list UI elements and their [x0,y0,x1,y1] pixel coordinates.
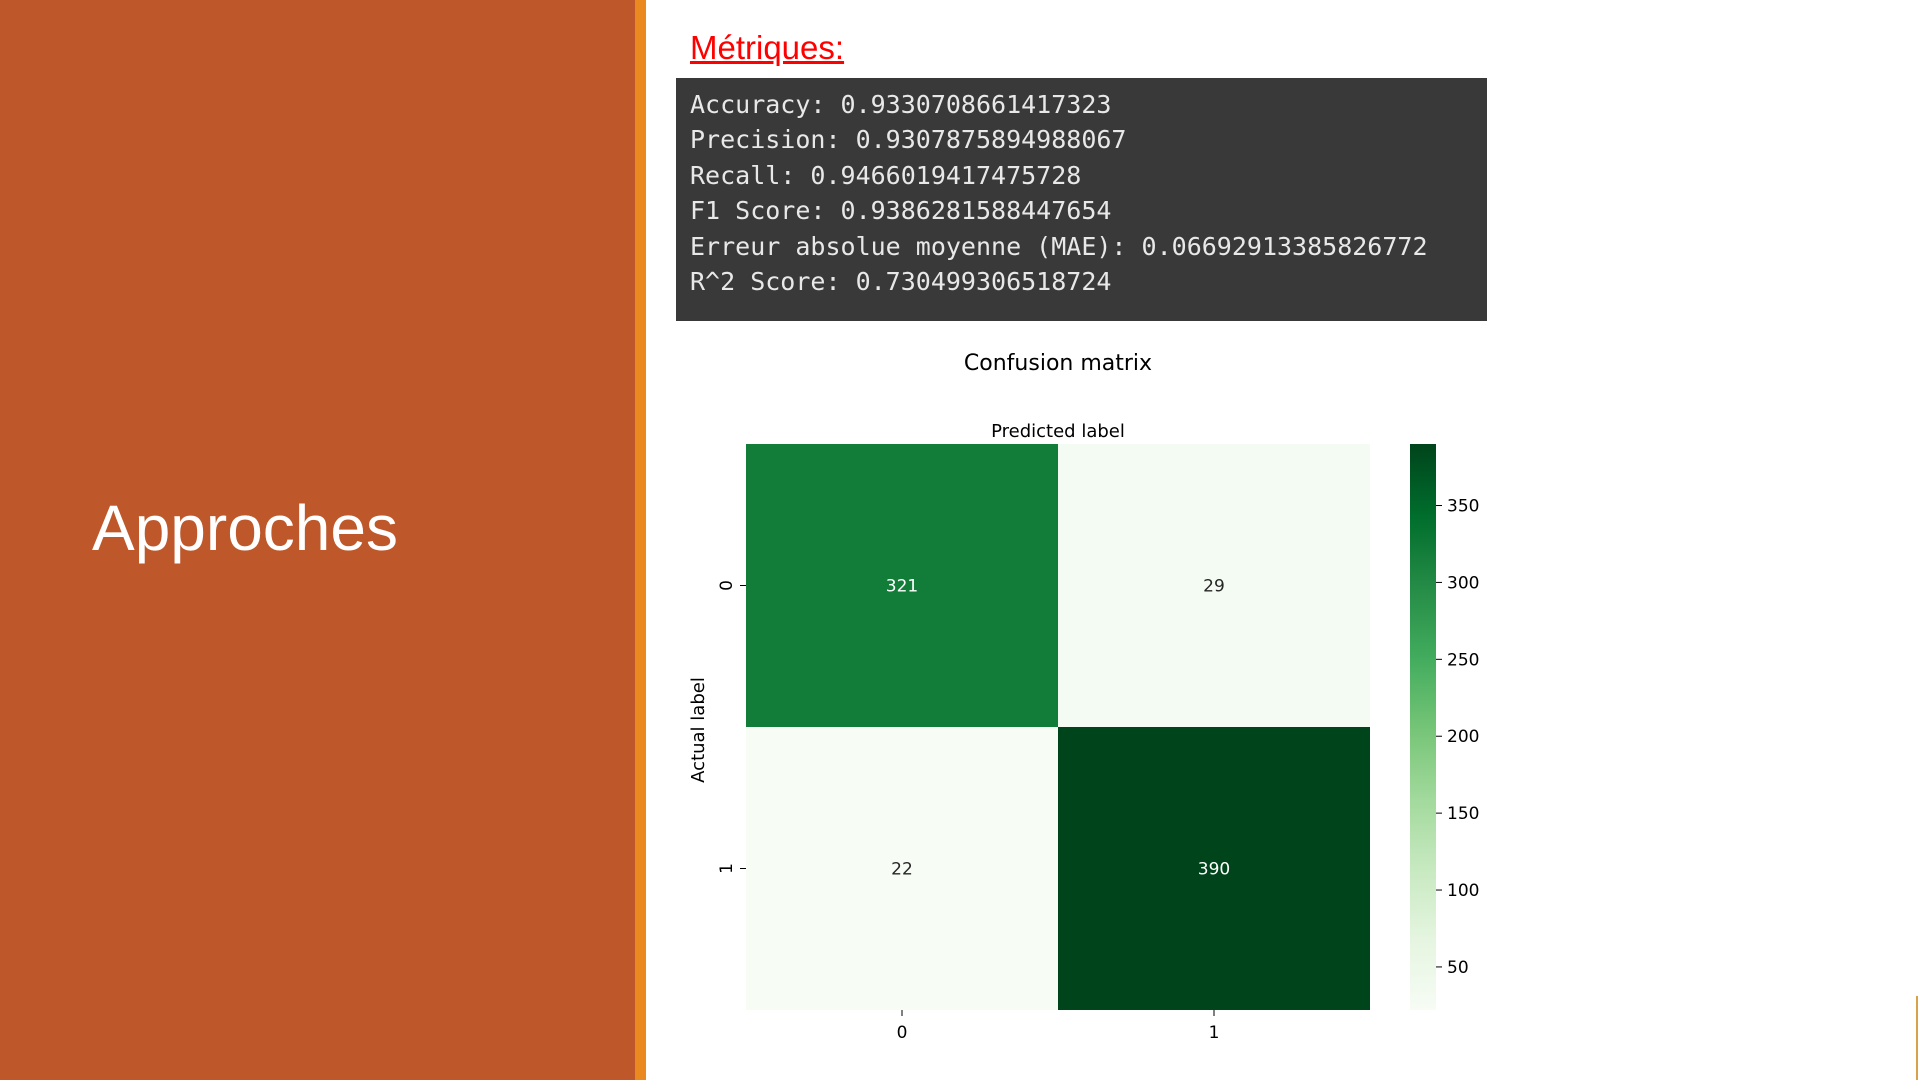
colorbar-tick-label-3: 200 [1447,727,1479,747]
colorbar [1410,444,1436,1010]
metrics-output-box: Accuracy: 0.9330708661417323 Precision: … [676,78,1487,321]
x-tick-label-0: 0 [897,1023,908,1043]
colorbar-tick-label-6: 350 [1447,497,1479,517]
colorbar-tick-label-5: 300 [1447,573,1479,593]
confusion-matrix-svg: Confusion matrix Predicted label Actual … [688,351,1479,1043]
cell-value-1-1: 390 [1198,860,1230,880]
heatmap-cells [746,444,1370,1010]
cell-value-0-0: 321 [886,577,918,597]
title-panel: Approches [0,0,635,1080]
corner-mark [1916,996,1918,1080]
slide-title: Approches [92,492,398,564]
confusion-matrix-chart: Confusion matrix Predicted label Actual … [676,340,1536,1065]
cell-value-0-1: 29 [1203,577,1225,597]
x-tick-label-1: 1 [1209,1023,1220,1043]
colorbar-tick-label-4: 250 [1447,650,1479,670]
colorbar-ticks: 50 100 150 200 250 300 350 [1436,497,1479,978]
heatmap-cell-0-0 [746,444,1058,727]
colorbar-tick-label-1: 100 [1447,881,1479,901]
accent-bar [635,0,646,1080]
x-axis-label: Predicted label [991,421,1125,442]
metric-mae: Erreur absolue moyenne (MAE): 0.06692913… [690,231,1428,261]
y-tick-label-1: 1 [717,863,737,874]
chart-title: Confusion matrix [964,351,1152,376]
cell-value-1-0: 22 [891,860,913,880]
colorbar-tick-label-0: 50 [1447,958,1469,978]
heatmap-annotations: 321 29 22 390 [886,577,1230,880]
colorbar-tick-label-2: 150 [1447,804,1479,824]
metric-precision: Precision: 0.9307875894988067 [690,125,1127,155]
metric-r2-score: R^2 Score: 0.730499306518724 [690,267,1112,297]
metrics-heading: Métriques: [690,29,845,66]
heatmap-cell-1-1 [1058,727,1370,1010]
heatmap-cell-1-0 [746,727,1058,1010]
metric-recall: Recall: 0.9466019417475728 [690,160,1082,190]
y-axis-label: Actual label [688,677,709,783]
metric-accuracy: Accuracy: 0.9330708661417323 [690,90,1112,119]
y-tick-label-0: 0 [717,580,737,591]
heatmap-axes: 0 1 0 1 [717,580,1219,1043]
metric-f1-score: F1 Score: 0.9386281588447654 [690,196,1112,226]
heatmap-cell-0-1 [1058,444,1370,727]
